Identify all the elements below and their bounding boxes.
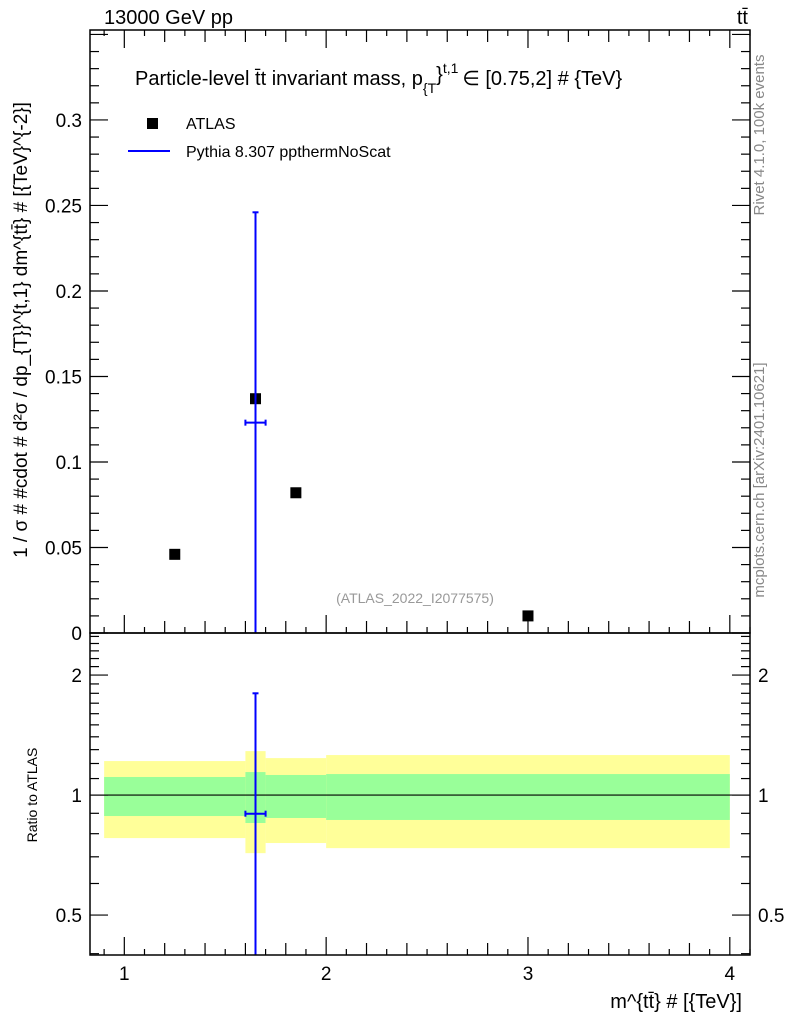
main-panel-marks xyxy=(169,211,534,633)
ratio-y-axis-label: Ratio to ATLAS xyxy=(24,748,40,843)
title-sup: t,1 xyxy=(443,60,459,76)
analysis-watermark: (ATLAS_2022_I2077575) xyxy=(336,590,494,606)
ratio-band-inner xyxy=(265,774,327,818)
title-rest: ∈ [0.75,2] # {TeV} xyxy=(462,68,622,90)
ratio-band-inner xyxy=(326,774,730,820)
chart-title: Particle-level t̄t invariant mass, p{T}t… xyxy=(135,60,622,96)
main-y-tick-label: 0.15 xyxy=(45,367,82,388)
rivet-label: Rivet 4.1.0, 100k events xyxy=(751,55,768,216)
ratio-y-tick-label: 2 xyxy=(71,666,82,687)
ratio-y-tick-label: 1 xyxy=(71,786,82,807)
legend-mc-label: Pythia 8.307 ppthermNoScat xyxy=(186,144,391,161)
x-tick-label: 1 xyxy=(119,964,130,985)
atlas-data-point xyxy=(169,548,181,560)
ratio-frame xyxy=(89,632,751,956)
ratio-y-tick-label-right: 2 xyxy=(758,666,769,687)
x-tick-label: 4 xyxy=(725,964,736,985)
x-tick-label: 2 xyxy=(321,964,332,985)
main-y-tick-label: 0 xyxy=(71,624,82,645)
process-label: tt̄ xyxy=(737,7,749,29)
ratio-y-tick-label-right: 0.5 xyxy=(758,906,784,927)
atlas-data-point xyxy=(290,487,302,499)
main-y-tick-label: 0.1 xyxy=(56,453,82,474)
ratio-panel-marks xyxy=(90,692,750,955)
legend: ATLAS Pythia 8.307 ppthermNoScat xyxy=(128,116,391,161)
energy-label: 13000 GeV pp xyxy=(104,7,233,29)
ratio-y-tick-label-right: 1 xyxy=(758,786,769,807)
x-axis-label: m^{tt̄} # [{TeV}] xyxy=(610,991,742,1013)
title-sub: {T xyxy=(423,80,437,96)
ratio-y-tick-label: 0.5 xyxy=(56,906,82,927)
ratio-band-inner xyxy=(104,776,246,817)
main-y-tick-label: 0.25 xyxy=(45,196,82,217)
title-brace: } xyxy=(436,64,443,86)
x-tick-label: 3 xyxy=(523,964,534,985)
main-y-tick-label: 0.05 xyxy=(45,538,82,559)
axes: 1 2 3 4 0 0.05 0.1 0.15 0.2 0.25 0.3 0.5 0.5 1 1 2 2 xyxy=(45,29,784,985)
legend-atlas-marker xyxy=(147,118,158,129)
main-y-tick-label: 0.2 xyxy=(56,282,82,303)
main-y-tick-label: 0.3 xyxy=(56,111,82,132)
title-main: Particle-level t̄t invariant mass, p xyxy=(135,68,423,90)
main-y-axis-label: 1 / σ # #cdot # d²σ / dp_{T}}^{t,1} dm^{… xyxy=(11,102,32,558)
mcplots-label: mcplots.cern.ch [arXiv:2401.10621] xyxy=(751,362,768,597)
legend-atlas-label: ATLAS xyxy=(186,116,236,133)
